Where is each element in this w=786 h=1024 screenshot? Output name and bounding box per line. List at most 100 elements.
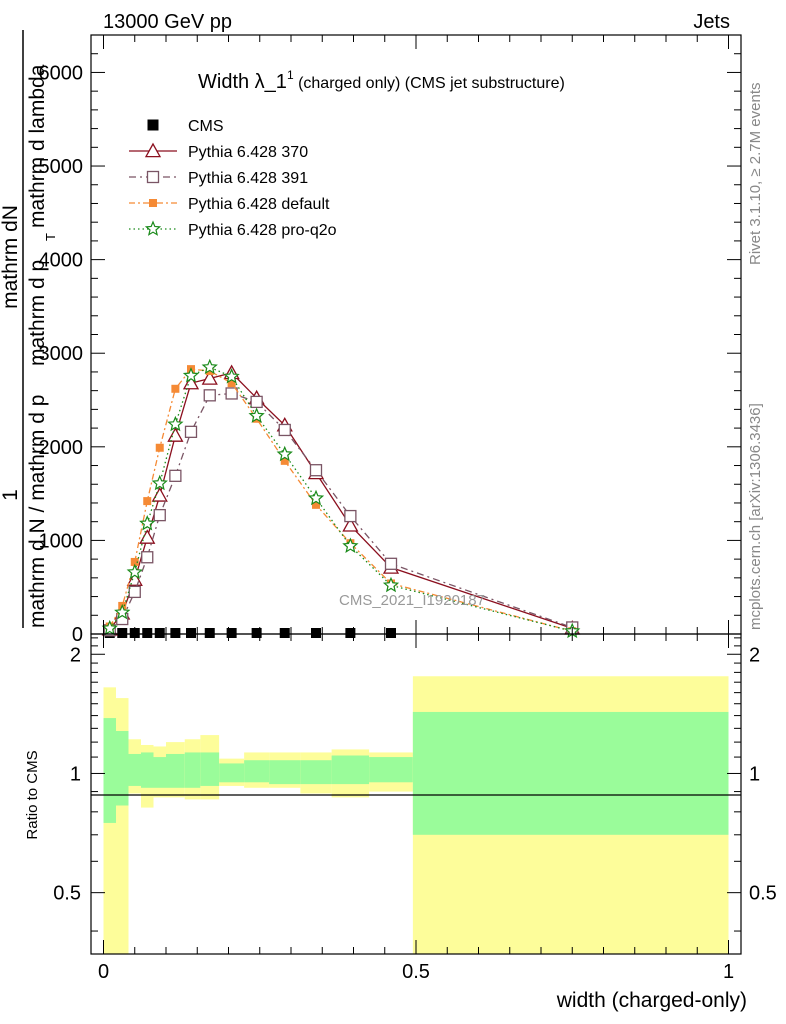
- y-tick-label: 2000: [39, 437, 84, 459]
- ratio-band-inner: [200, 752, 220, 786]
- plot-title: Width λ_11 (charged only) (CMS jet subst…: [198, 68, 565, 93]
- data-point: [250, 395, 263, 409]
- series-line: [109, 372, 573, 630]
- ratio-band-inner: [244, 760, 270, 783]
- ratio-band-inner: [153, 757, 166, 788]
- data-point: [155, 443, 164, 452]
- data-point: [276, 445, 293, 462]
- ratio-ticks: 0.5 0.5 1 1 2 2 0 0.5 1: [53, 634, 777, 983]
- data-point: [114, 603, 131, 620]
- y-label-numerator: mathrm dN: [0, 205, 22, 309]
- data-point: [153, 508, 166, 522]
- ratio-band-inner: [184, 752, 201, 788]
- data-point: [154, 628, 165, 638]
- header-left: 13000 GeV pp: [103, 11, 232, 33]
- y-axis-label: 1 mathrm dN mathrm d N / mathrm d p math…: [0, 30, 58, 628]
- ratio-band-inner: [219, 763, 245, 783]
- data-point: [117, 628, 128, 638]
- y-label-denominator-mid: mathrm d p: [26, 260, 49, 366]
- legend-marker: [147, 119, 159, 131]
- data-point: [280, 456, 289, 465]
- ratio-band-inner: [412, 711, 729, 835]
- mcplots-label: mcplots.cern.ch [arXiv:1306.3436]: [747, 403, 764, 630]
- data-point: [128, 585, 141, 599]
- data-point: [223, 368, 240, 384]
- data-point: [382, 576, 400, 593]
- main-ticks: 0 1000 2000 3000 4000 5000 6000: [39, 34, 741, 646]
- data-point: [151, 474, 168, 491]
- ratio-y-tick-label-right: 1: [749, 763, 760, 785]
- x-tick-label: 0: [98, 961, 109, 983]
- data-point: [251, 628, 262, 638]
- legend-label: Pythia 6.428 370: [188, 144, 308, 161]
- y-tick-label: 5000: [39, 156, 84, 178]
- data-point: [141, 551, 154, 564]
- data-point: [248, 407, 265, 423]
- data-point: [342, 537, 359, 553]
- legend-marker: [144, 220, 162, 236]
- data-point: [182, 367, 200, 383]
- data-point: [126, 563, 143, 580]
- watermark: CMS_2021_I1920187: [339, 592, 485, 609]
- data-point: [151, 487, 168, 502]
- y-tick-label: 3000: [39, 343, 84, 365]
- data-point: [101, 619, 118, 636]
- legend-label: Pythia 6.428 391: [188, 170, 308, 187]
- data-point: [171, 384, 180, 393]
- y-tick-label: 6000: [39, 62, 84, 84]
- data-point: [184, 425, 198, 438]
- data-point: [201, 358, 218, 375]
- data-point: [226, 628, 237, 638]
- data-point: [345, 628, 356, 638]
- ratio-band-inner: [369, 757, 413, 783]
- data-point: [279, 628, 290, 638]
- y-tick-label: 4000: [39, 250, 84, 272]
- series-line: [109, 368, 573, 632]
- legend-marker: [149, 199, 157, 207]
- data-point: [384, 557, 398, 570]
- data-point: [169, 469, 182, 482]
- x-tick-label: 1: [723, 961, 734, 983]
- data-point: [307, 489, 325, 506]
- data-point: [204, 628, 215, 638]
- y-label-sub-t: T: [43, 233, 58, 241]
- ratio-band-inner: [141, 752, 154, 788]
- ratio-band-inner: [300, 760, 332, 785]
- ratio-y-tick-label: 0.5: [53, 883, 81, 905]
- data-point: [142, 628, 153, 638]
- ratio-band-inner: [116, 731, 129, 806]
- ratio-band-inner: [331, 755, 370, 785]
- data-point: [182, 374, 200, 390]
- ratio-band-inner: [128, 753, 141, 786]
- data-point: [201, 370, 218, 385]
- data-point: [386, 628, 396, 638]
- ratio-bands: [103, 676, 729, 954]
- data-point: [227, 379, 236, 388]
- legend-label: Pythia 6.428 pro-q2o: [188, 222, 337, 239]
- ratio-band-inner: [269, 760, 301, 785]
- y-tick-label: 0: [72, 624, 83, 646]
- y-label-denominator-left: mathrm d N / mathrm d p: [26, 395, 49, 628]
- ratio-y-tick-label: 2: [70, 644, 81, 666]
- data-point: [312, 500, 320, 509]
- legend-marker: [144, 142, 162, 158]
- data-point: [139, 514, 156, 531]
- legend-marker: [146, 170, 160, 184]
- data-point: [225, 387, 238, 400]
- ratio-y-tick-label-right: 2: [749, 644, 760, 666]
- data-point: [143, 497, 152, 506]
- rivet-label: Rivet 3.1.10, ≥ 2.7M events: [747, 83, 764, 266]
- data-point: [186, 628, 196, 638]
- ratio-band-inner: [166, 753, 185, 788]
- x-axis-label: width (charged-only): [556, 989, 747, 1012]
- legend-label: Pythia 6.428 default: [188, 196, 330, 213]
- y-label-denominator-right: mathrm d lambda: [26, 64, 49, 228]
- legend-label: CMS: [188, 118, 224, 135]
- ratio-y-label: Ratio to CMS: [24, 750, 41, 839]
- ratio-y-tick-label: 1: [70, 763, 81, 785]
- ratio-band-inner: [103, 718, 116, 823]
- header-right: Jets: [693, 11, 730, 33]
- legend: CMS Pythia 6.428 370 Pythia 6.428 391 Pythi…: [129, 118, 337, 239]
- data-point: [167, 415, 184, 432]
